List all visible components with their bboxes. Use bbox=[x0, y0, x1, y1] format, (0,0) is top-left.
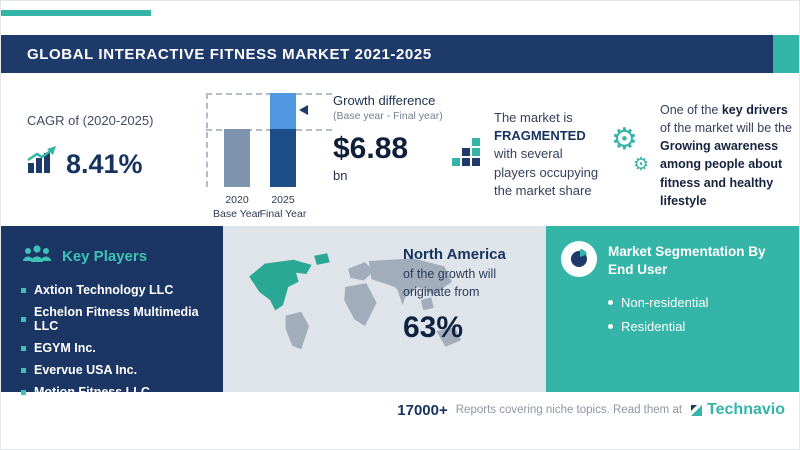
bullet-icon bbox=[21, 367, 26, 373]
list-item: Evervue USA Inc. bbox=[21, 363, 207, 377]
grid-squares-icon bbox=[451, 137, 483, 172]
region-panel: North America of the growth will origina… bbox=[223, 226, 546, 392]
fragmented-text: The market is FRAGMENTED with several pl… bbox=[494, 110, 599, 198]
growth-difference-block: Growth difference (Base year - Final yea… bbox=[333, 93, 449, 183]
region-line1: of the growth will bbox=[403, 267, 497, 281]
list-item: Residential bbox=[608, 319, 787, 334]
key-driver-block: ⚙ ⚙ One of the key drivers of the market… bbox=[611, 101, 793, 210]
report-count: 17000+ bbox=[397, 401, 448, 419]
bullet-icon bbox=[21, 316, 26, 322]
bar-2020-label: 2020 Base Year bbox=[213, 194, 261, 221]
bar-2020 bbox=[224, 129, 250, 187]
footer-text: Reports covering niche topics. Read them… bbox=[455, 404, 683, 416]
chart-dashed-axis bbox=[206, 93, 208, 187]
key-players-panel: Key Players Axtion Technology LLC Echelo… bbox=[1, 226, 223, 399]
teal-accent-bar bbox=[1, 10, 151, 16]
gears-icon: ⚙ ⚙ bbox=[611, 123, 650, 175]
growth-difference-unit: bn bbox=[333, 168, 348, 183]
people-icon bbox=[21, 242, 53, 271]
region-text: North America of the growth will origina… bbox=[403, 246, 543, 345]
bullet-icon bbox=[608, 300, 613, 306]
growth-difference-value: $6.88 bbox=[333, 132, 409, 165]
segmentation-list: Non-residential Residential bbox=[608, 295, 787, 334]
list-item: Axtion Technology LLC bbox=[21, 283, 207, 297]
growth-difference-subtitle: (Base year - Final year) bbox=[333, 110, 443, 122]
bar-2025-label: 2025 Final Year bbox=[259, 194, 307, 221]
chart-dashed-line-top bbox=[206, 93, 332, 95]
arrow-mark-icon bbox=[691, 404, 703, 416]
bar-2025 bbox=[270, 93, 296, 187]
cagr-block: CAGR of (2020-2025) 8.41% bbox=[27, 113, 192, 178]
cagr-label: CAGR of (2020-2025) bbox=[27, 113, 154, 128]
title-bar: GLOBAL INTERACTIVE FITNESS MARKET 2021-2… bbox=[1, 35, 799, 73]
growth-arrow-icon bbox=[299, 105, 308, 115]
world-map bbox=[249, 253, 462, 350]
bullet-icon bbox=[608, 324, 613, 330]
bullet-icon bbox=[21, 345, 26, 351]
fragmented-highlight: FRAGMENTED bbox=[494, 128, 586, 144]
technavio-logo: Technavio bbox=[690, 401, 785, 419]
region-name: North America bbox=[403, 246, 506, 263]
fragmented-block: The market is FRAGMENTED with several pl… bbox=[451, 109, 613, 200]
growth-bar-chart: 2020 Base Year 2025 Final Year bbox=[206, 93, 334, 223]
brand-name: Technavio bbox=[707, 401, 785, 418]
list-item: Echelon Fitness Multimedia LLC bbox=[21, 305, 207, 333]
list-item: Motion Fitness LLC bbox=[21, 385, 207, 399]
list-item: EGYM Inc. bbox=[21, 341, 207, 355]
segmentation-panel: Market Segmentation By End User Non-resi… bbox=[546, 226, 799, 392]
key-players-title: Key Players bbox=[62, 248, 148, 265]
cagr-value: 8.41% bbox=[66, 149, 143, 179]
page-title: GLOBAL INTERACTIVE FITNESS MARKET 2021-2… bbox=[27, 45, 432, 63]
bullet-icon bbox=[21, 389, 26, 395]
region-value: 63% bbox=[403, 311, 464, 344]
growth-difference-title: Growth difference bbox=[333, 93, 436, 108]
footer: 17000+ Reports covering niche topics. Re… bbox=[397, 401, 785, 419]
title-bar-accent bbox=[773, 35, 799, 73]
segmentation-title: Market Segmentation By End User bbox=[608, 244, 766, 278]
list-item: Non-residential bbox=[608, 295, 787, 310]
region-line2: originate from bbox=[403, 284, 480, 299]
bullet-icon bbox=[21, 287, 26, 293]
bar-chart-up-arrow-icon bbox=[27, 146, 57, 178]
chart-dashed-line-base bbox=[206, 129, 332, 131]
key-players-list: Axtion Technology LLC Echelon Fitness Mu… bbox=[21, 283, 207, 399]
key-driver-text: One of the key drivers of the market wil… bbox=[660, 103, 793, 208]
pie-chart-icon bbox=[561, 241, 597, 277]
